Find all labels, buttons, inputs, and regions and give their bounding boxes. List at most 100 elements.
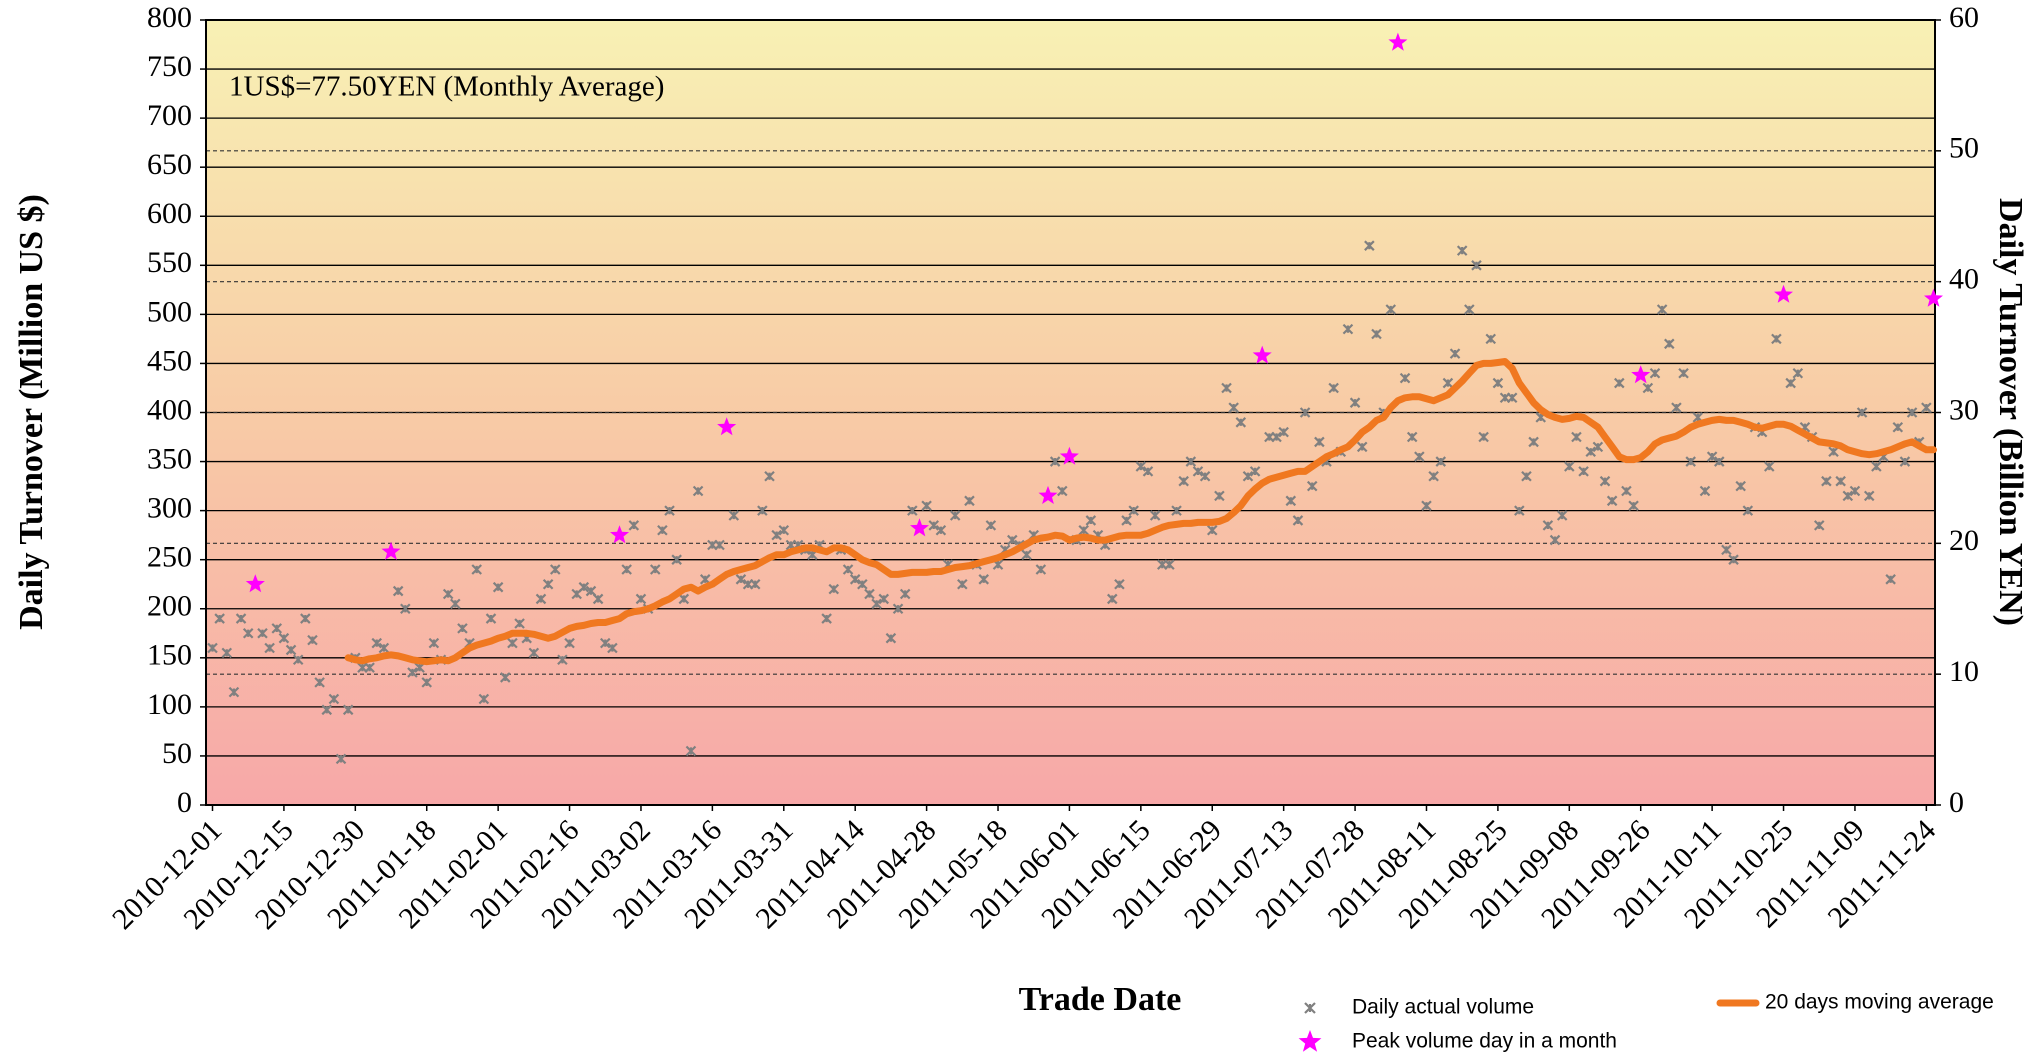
volume-point <box>728 510 740 521</box>
volume-point <box>235 613 247 624</box>
x-axis-title: Trade Date <box>1019 981 1182 1018</box>
volume-point <box>507 637 518 649</box>
volume-point <box>1299 407 1311 418</box>
volume-point <box>1671 402 1682 413</box>
volume-point <box>1564 461 1575 472</box>
volume-point <box>514 618 525 629</box>
volume-point <box>407 667 418 678</box>
y-tick-label: 200 <box>147 590 192 623</box>
volume-point <box>549 564 561 575</box>
volume-point <box>378 642 390 654</box>
volume-point <box>328 693 340 705</box>
volume-point <box>1842 490 1854 502</box>
volume-point <box>1428 471 1439 482</box>
volume-point <box>1899 456 1911 467</box>
volume-point <box>442 588 454 600</box>
legend-swatch <box>1298 1030 1322 1052</box>
volume-point <box>1742 505 1754 516</box>
volume-point <box>599 637 611 649</box>
volume-point <box>1221 382 1232 394</box>
volume-point <box>1199 471 1211 482</box>
volume-point <box>1763 461 1775 472</box>
volume-point <box>342 704 354 716</box>
volume-point <box>1142 466 1154 477</box>
volume-point <box>242 628 254 639</box>
volume-point <box>1021 549 1032 561</box>
volume-point <box>985 520 997 531</box>
volume-point <box>307 634 318 646</box>
volume-point <box>1506 392 1518 404</box>
y2-tick-label: 10 <box>1949 655 1979 688</box>
volume-point <box>1057 485 1068 497</box>
volume-point <box>871 598 882 610</box>
volume-point <box>271 623 283 634</box>
volume-point <box>1599 475 1611 487</box>
volume-point <box>207 642 218 654</box>
volume-point <box>1542 520 1554 531</box>
volume-point <box>578 581 590 593</box>
volume-point <box>1728 554 1739 565</box>
volume-point <box>1521 471 1532 482</box>
volume-point <box>1406 431 1418 443</box>
volume-point <box>1371 328 1382 340</box>
volume-point <box>1556 510 1568 521</box>
y-axis-title: Daily Turnover (Million US $) <box>13 194 50 630</box>
volume-point <box>1007 534 1018 546</box>
volume-point <box>1292 515 1304 526</box>
peak-point <box>1059 446 1079 465</box>
volume-point <box>1642 382 1654 394</box>
volume-point <box>892 603 904 615</box>
volume-point <box>1492 377 1504 389</box>
volume-point <box>1306 480 1318 492</box>
volume-point <box>557 654 568 666</box>
volume-point <box>842 564 854 575</box>
volume-point <box>1621 485 1632 497</box>
peak-point <box>1924 288 1943 307</box>
y-tick-label: 150 <box>147 639 192 672</box>
volume-point <box>1871 461 1882 472</box>
volume-point <box>478 693 490 705</box>
volume-point <box>1828 446 1839 458</box>
volume-point <box>535 593 547 605</box>
volume-point <box>1485 333 1497 345</box>
y-tick-label: 750 <box>147 50 192 83</box>
volume-point <box>1656 304 1668 315</box>
volume-point <box>492 581 504 593</box>
y2-tick-label: 30 <box>1949 393 1979 426</box>
volume-point <box>771 529 782 541</box>
volume-point <box>214 613 225 624</box>
y-tick-label: 400 <box>147 393 192 426</box>
volume-point <box>1813 520 1825 531</box>
volume-point <box>935 524 947 536</box>
volume-point <box>1414 451 1425 462</box>
y-tick-label: 50 <box>162 737 192 770</box>
volume-point <box>1592 441 1604 453</box>
y-tick-label: 100 <box>147 688 192 721</box>
y-tick-label: 300 <box>147 492 192 525</box>
y-tick-label: 600 <box>147 197 192 230</box>
legend-swatch <box>1304 1002 1316 1014</box>
peak-point <box>1774 284 1793 303</box>
y2-tick-label: 50 <box>1949 132 1979 165</box>
volume-point <box>635 593 647 605</box>
volume-point <box>1421 500 1432 511</box>
volume-point <box>821 613 832 624</box>
volume-point <box>1528 436 1539 448</box>
volume-point <box>1614 377 1625 389</box>
volume-point <box>964 495 975 507</box>
volume-point <box>1835 475 1846 487</box>
volume-point <box>778 524 790 536</box>
volume-point <box>1649 367 1661 379</box>
legend-label: 20 days moving average <box>1765 991 1994 1014</box>
volume-point <box>1185 456 1197 467</box>
y2-tick-label: 0 <box>1949 786 1964 819</box>
volume-point <box>1628 500 1639 511</box>
volume-point <box>1792 367 1804 379</box>
volume-point <box>457 623 468 634</box>
volume-point <box>1735 480 1746 492</box>
volume-point <box>928 520 940 531</box>
volume-point <box>292 654 304 666</box>
volume-point <box>1464 304 1475 315</box>
volume-point <box>1449 348 1461 359</box>
volume-point <box>1892 421 1904 433</box>
